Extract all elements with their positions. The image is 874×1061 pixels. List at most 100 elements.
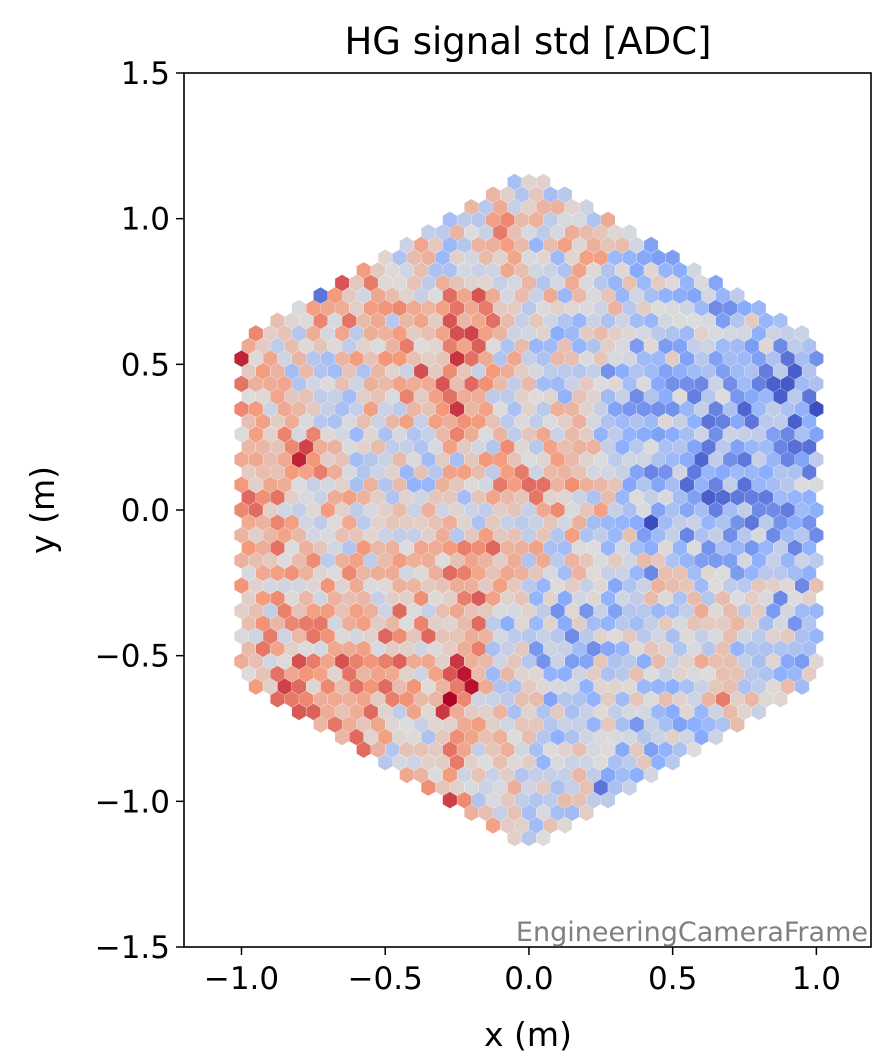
camera-pixel [378,375,393,393]
camera-pixel [349,703,364,721]
camera-pixel [658,312,673,329]
camera-pixel [565,779,580,796]
camera-pixel [507,350,522,367]
camera-pixel [234,653,249,670]
camera-pixel [636,678,651,695]
camera-pixel [672,514,687,531]
camera-pixel [787,413,802,430]
camera-pixel [802,640,817,657]
camera-pixel [550,224,565,241]
camera-pixel [500,438,515,456]
camera-pixel [730,590,745,607]
camera-pixel [572,236,587,254]
camera-pixel [694,426,709,443]
camera-pixel [651,703,666,721]
camera-pixel [234,527,249,544]
camera-pixel [500,413,515,430]
camera-pixel [442,489,457,506]
camera-pixel [615,463,630,481]
camera-pixel [543,388,558,405]
camera-pixel [291,527,306,544]
camera-pixel [715,665,730,683]
camera-pixel [694,350,709,367]
camera-pixel [399,489,414,506]
camera-pixel [442,741,457,758]
camera-pixel [802,615,817,632]
camera-pixel [306,627,321,645]
camera-pixel [493,426,508,443]
camera-pixel [694,501,709,519]
camera-pixel [486,791,500,809]
camera-pixel [335,627,350,645]
camera-pixel [421,350,436,367]
camera-pixel [356,615,371,632]
camera-pixel [414,665,429,683]
camera-pixel [521,804,536,821]
camera-pixel [550,678,565,695]
camera-pixel [421,501,436,519]
camera-pixel [320,552,335,569]
camera-pixel [751,451,766,468]
camera-pixel [313,514,328,531]
camera-pixel [248,451,263,468]
camera-pixel [586,539,601,557]
camera-pixel [586,312,601,329]
camera-pixel [593,779,608,796]
camera-pixel [543,312,558,329]
camera-pixel [766,527,781,544]
camera-pixel [787,388,802,405]
camera-pixel [665,728,680,746]
camera-pixel [306,350,321,367]
camera-pixel [636,703,651,721]
camera-pixel [802,413,817,430]
camera-pixel [471,236,486,254]
camera-pixel [442,640,457,657]
camera-pixel [342,539,357,557]
camera-pixel [809,375,824,393]
camera-pixel [270,691,285,708]
camera-pixel [471,438,486,456]
camera-pixel [766,653,781,670]
camera-pixel [795,653,810,670]
camera-pixel [600,665,615,683]
camera-pixel [313,312,328,329]
camera-pixel [600,211,615,229]
camera-pixel [342,716,357,733]
camera-pixel [579,577,594,594]
camera-pixel [615,438,630,456]
x-tick-label: −1.0 [204,961,279,997]
camera-pixel [550,325,565,342]
camera-pixel [493,804,508,821]
camera-pixel [313,590,328,607]
camera-pixel [672,741,687,758]
camera-pixel [507,199,522,216]
camera-pixel [766,552,781,569]
camera-pixel [651,325,666,342]
camera-pixel [378,728,393,746]
camera-pixel [421,400,436,418]
camera-pixel [442,665,457,683]
camera-pixel [536,602,551,620]
camera-pixel [529,691,544,708]
camera-pixel [349,728,364,746]
camera-pixel [464,274,479,292]
camera-pixel [550,451,565,468]
camera-pixel [493,577,508,594]
camera-pixel [543,363,558,380]
camera-pixel [529,363,544,380]
camera-pixel [629,489,644,506]
camera-pixel [651,350,666,367]
camera-pixel [723,325,738,342]
camera-pixel [442,262,457,279]
camera-pixel [600,741,615,758]
camera-pixel [327,438,342,456]
camera-pixel [306,299,321,317]
camera-pixel [435,476,450,493]
camera-pixel [414,337,429,355]
camera-pixel [730,463,745,481]
camera-pixel [363,426,378,443]
camera-pixel [464,249,479,266]
camera-pixel [780,476,795,493]
camera-pixel [471,287,486,304]
camera-pixel [277,350,292,367]
